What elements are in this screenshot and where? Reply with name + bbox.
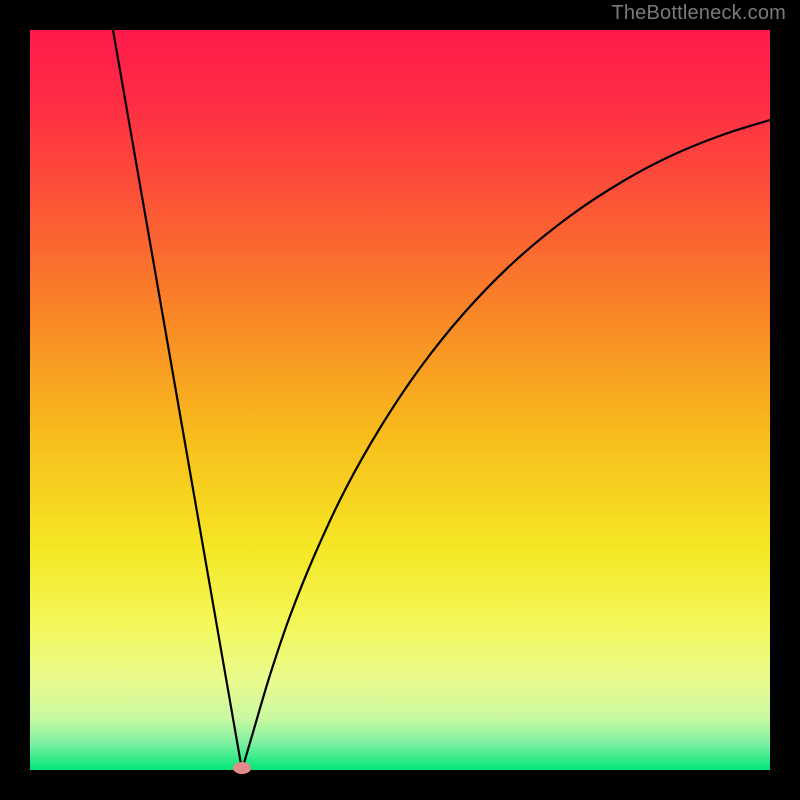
gradient-background bbox=[30, 30, 770, 770]
plot-svg bbox=[30, 30, 770, 770]
plot-frame bbox=[0, 0, 800, 800]
plot-area bbox=[30, 30, 770, 770]
optimal-point-marker bbox=[233, 762, 251, 774]
watermark-text: TheBottleneck.com bbox=[611, 2, 786, 25]
